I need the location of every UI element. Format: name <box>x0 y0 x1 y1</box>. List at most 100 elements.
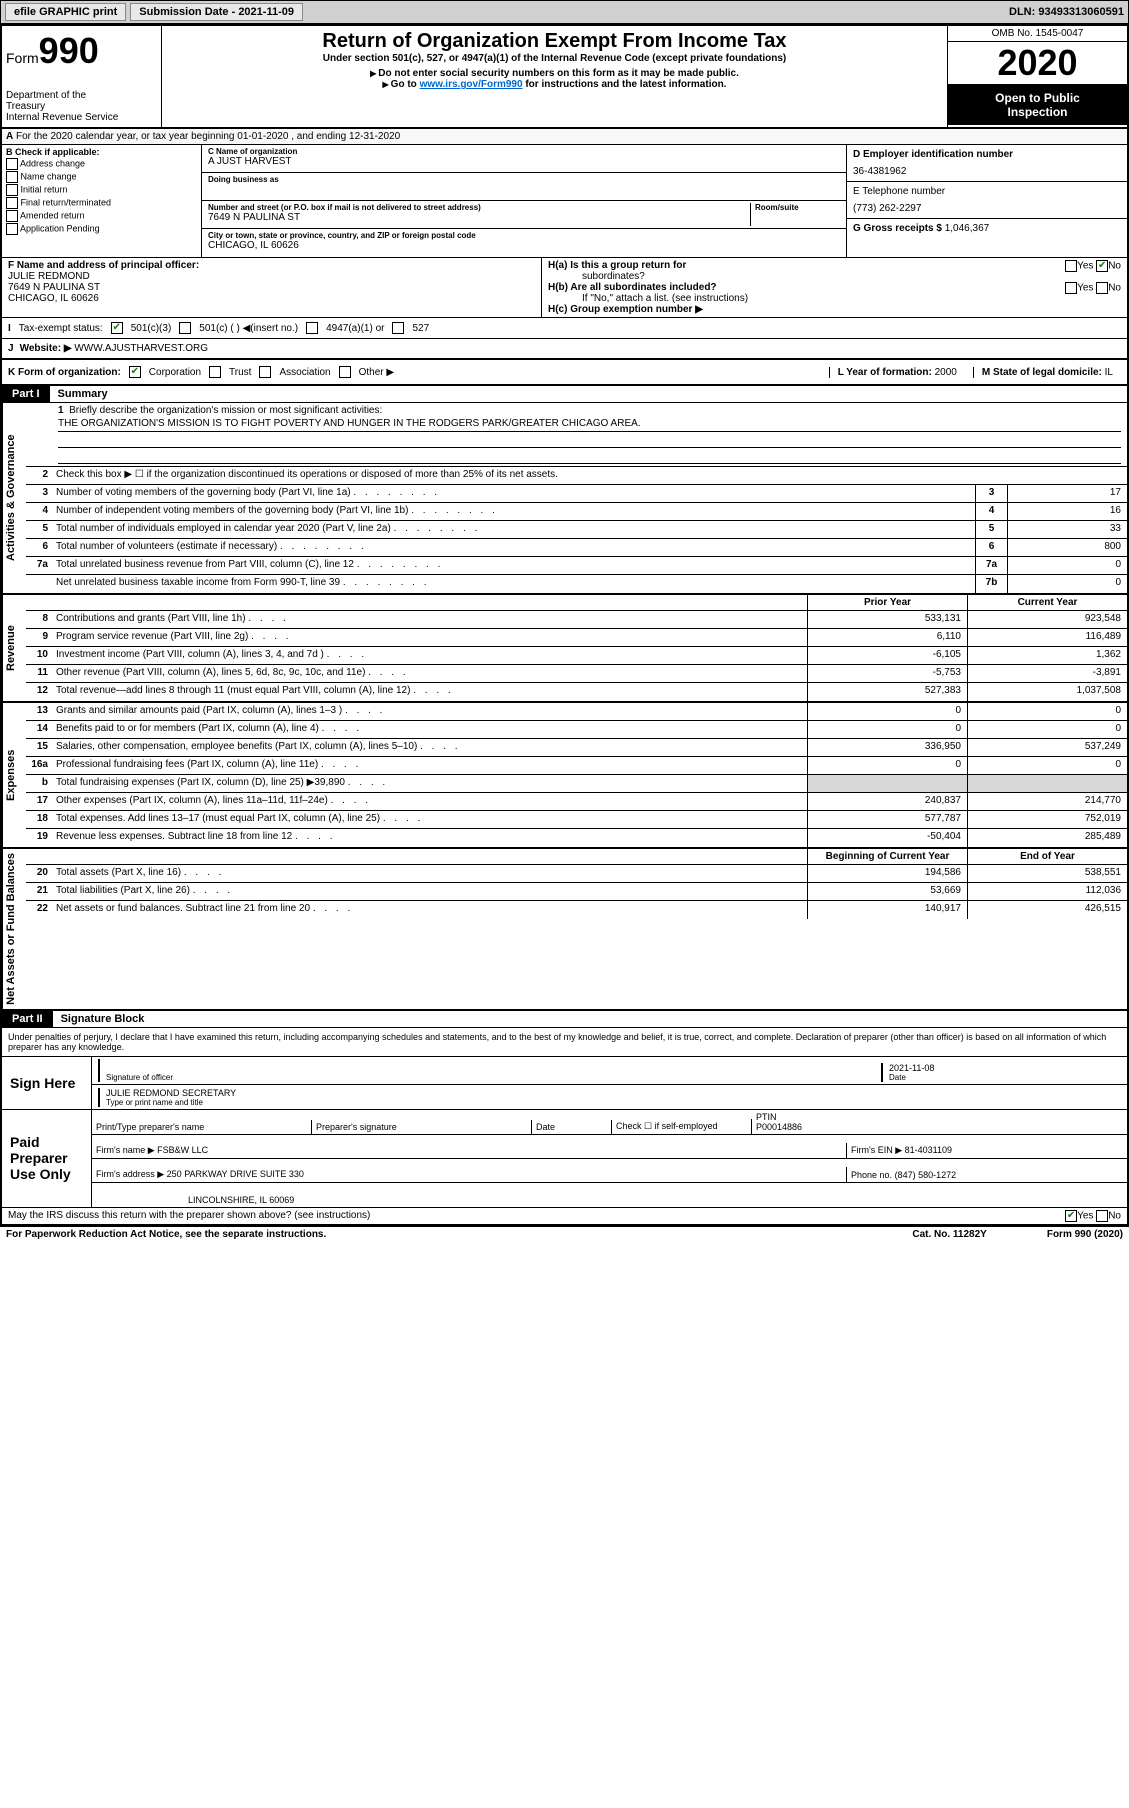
chk-initial-return[interactable]: Initial return <box>6 184 197 196</box>
note1-text: Do not enter social security numbers on … <box>378 68 739 79</box>
sig-officer-label: Signature of officer <box>106 1073 881 1082</box>
chk-527[interactable] <box>392 322 404 334</box>
data-line: 8 Contributions and grants (Part VIII, l… <box>26 611 1127 629</box>
hb-note: If "No," attach a list. (see instruction… <box>548 293 1121 304</box>
opt-527: 527 <box>412 323 429 334</box>
data-line: 12 Total revenue—add lines 8 through 11 … <box>26 683 1127 701</box>
paperwork-note: For Paperwork Reduction Act Notice, see … <box>6 1229 326 1240</box>
submission-date-button[interactable]: Submission Date - 2021-11-09 <box>130 3 303 21</box>
efile-button[interactable]: efile GRAPHIC print <box>5 3 126 21</box>
prior-year-val: 194,586 <box>807 865 967 882</box>
org-name-label: C Name of organization <box>208 147 840 156</box>
sig-name-line: JULIE REDMOND SECRETARY Type or print na… <box>92 1085 1127 1109</box>
line-desc: Program service revenue (Part VIII, line… <box>52 629 807 646</box>
line-val: 0 <box>1007 557 1127 574</box>
data-line: 9 Program service revenue (Part VIII, li… <box>26 629 1127 647</box>
chk-amended[interactable]: Amended return <box>6 210 197 222</box>
chk-501c3[interactable] <box>111 322 123 334</box>
m-value: IL <box>1105 367 1113 378</box>
bottom-note: For Paperwork Reduction Act Notice, see … <box>0 1227 1129 1242</box>
firm-addr-label: Firm's address ▶ <box>96 1169 164 1179</box>
line-desc: Total number of volunteers (estimate if … <box>52 539 975 556</box>
prep-row3: Firm's address ▶ 250 PARKWAY DRIVE SUITE… <box>92 1159 1127 1183</box>
data-line: 22 Net assets or fund balances. Subtract… <box>26 901 1127 919</box>
current-year-val: 116,489 <box>967 629 1127 646</box>
form-subtitle: Under section 501(c), 527, or 4947(a)(1)… <box>170 53 939 64</box>
cell-address: Number and street (or P.O. box if mail i… <box>202 201 846 229</box>
section-i: I Tax-exempt status: 501(c)(3) 501(c) ( … <box>2 318 1127 339</box>
line-num: 16a <box>26 757 52 774</box>
line-num: 9 <box>26 629 52 646</box>
chk-501c[interactable] <box>179 322 191 334</box>
chk-address-change[interactable]: Address change <box>6 158 197 170</box>
firm-name-label: Firm's name ▶ <box>96 1145 155 1155</box>
section-k: K Form of organization: Corporation Trus… <box>2 360 1127 386</box>
vert-expenses: Expenses <box>2 703 26 847</box>
chk-other[interactable] <box>339 366 351 378</box>
phone-value: (773) 262-2297 <box>853 203 1121 214</box>
line-num: 3 <box>26 485 52 502</box>
officer-name: JULIE REDMOND <box>8 271 535 282</box>
discuss-yes-chk[interactable] <box>1065 1210 1077 1222</box>
chk-trust[interactable] <box>209 366 221 378</box>
line-val: 33 <box>1007 521 1127 538</box>
line-desc: Contributions and grants (Part VIII, lin… <box>52 611 807 628</box>
note2-pre: Go to <box>391 79 420 90</box>
chk-app-pending[interactable]: Application Pending <box>6 223 197 235</box>
prior-year-val <box>807 775 967 792</box>
line1-label: Briefly describe the organization's miss… <box>69 405 382 416</box>
current-year-val: 537,249 <box>967 739 1127 756</box>
chk-corp[interactable] <box>129 366 141 378</box>
prior-year-val: 0 <box>807 703 967 720</box>
prep-check-col: Check ☐ if self-employed <box>612 1119 752 1134</box>
current-year-val: 923,548 <box>967 611 1127 628</box>
opt-address-change: Address change <box>20 158 85 168</box>
sign-here-label: Sign Here <box>2 1057 92 1109</box>
netassets-content: Beginning of Current Year End of Year 20… <box>26 849 1127 1009</box>
current-year-val: 112,036 <box>967 883 1127 900</box>
form-990-number: 990 <box>39 30 99 71</box>
opt-501c: 501(c) ( ) ◀(insert no.) <box>199 323 298 334</box>
sig-officer-line: Signature of officer 2021-11-08 Date <box>92 1057 1127 1085</box>
expenses-content: 13 Grants and similar amounts paid (Part… <box>26 703 1127 847</box>
rev-header: Prior Year Current Year <box>26 595 1127 611</box>
discuss-row: May the IRS discuss this return with the… <box>2 1208 1127 1225</box>
ha-row: H(a) Is this a group return for Yes No <box>548 260 1121 271</box>
discuss-no-chk[interactable] <box>1096 1210 1108 1222</box>
irs-link[interactable]: www.irs.gov/Form990 <box>420 79 523 90</box>
chk-name-change[interactable]: Name change <box>6 171 197 183</box>
section-expenses: Expenses 13 Grants and similar amounts p… <box>2 703 1127 849</box>
line-desc: Other revenue (Part VIII, column (A), li… <box>52 665 807 682</box>
data-line: 21 Total liabilities (Part X, line 26) .… <box>26 883 1127 901</box>
firm-phone-value: (847) 580-1272 <box>895 1170 957 1180</box>
form-header: Form990 Department of the Treasury Inter… <box>2 26 1127 129</box>
form-note2: Go to www.irs.gov/Form990 for instructio… <box>170 79 939 90</box>
line-num: 19 <box>26 829 52 847</box>
line-box: 7b <box>975 575 1007 593</box>
line-desc: Total revenue—add lines 8 through 11 (mu… <box>52 683 807 701</box>
prep-name-col: Print/Type preparer's name <box>92 1120 312 1134</box>
net-header: Beginning of Current Year End of Year <box>26 849 1127 865</box>
ha-sub: subordinates? <box>548 271 1121 282</box>
gov-line: 3 Number of voting members of the govern… <box>26 485 1127 503</box>
dln: DLN: 93493313060591 <box>1009 6 1124 18</box>
prep-date-col: Date <box>532 1120 612 1134</box>
prior-year-val: 0 <box>807 757 967 774</box>
current-year-val: 426,515 <box>967 901 1127 919</box>
line-num: 10 <box>26 647 52 664</box>
prep-name-label: Print/Type preparer's name <box>96 1122 204 1132</box>
line-num: b <box>26 775 52 792</box>
prep-ptin-label: PTIN <box>756 1112 777 1122</box>
chk-4947[interactable] <box>306 322 318 334</box>
data-line: 11 Other revenue (Part VIII, column (A),… <box>26 665 1127 683</box>
cell-ein: D Employer identification number 36-4381… <box>847 145 1127 182</box>
line-num: 21 <box>26 883 52 900</box>
chk-assoc[interactable] <box>259 366 271 378</box>
dba-label: Doing business as <box>208 175 840 184</box>
hb-row: H(b) Are all subordinates included? Yes … <box>548 282 1121 293</box>
chk-final-return[interactable]: Final return/terminated <box>6 197 197 209</box>
gov-line: 7a Total unrelated business revenue from… <box>26 557 1127 575</box>
section-j: J Website: ▶ WWW.AJUSTHARVEST.ORG <box>2 339 1127 360</box>
line-num: 8 <box>26 611 52 628</box>
header-right: OMB No. 1545-0047 2020 Open to Public In… <box>947 26 1127 127</box>
